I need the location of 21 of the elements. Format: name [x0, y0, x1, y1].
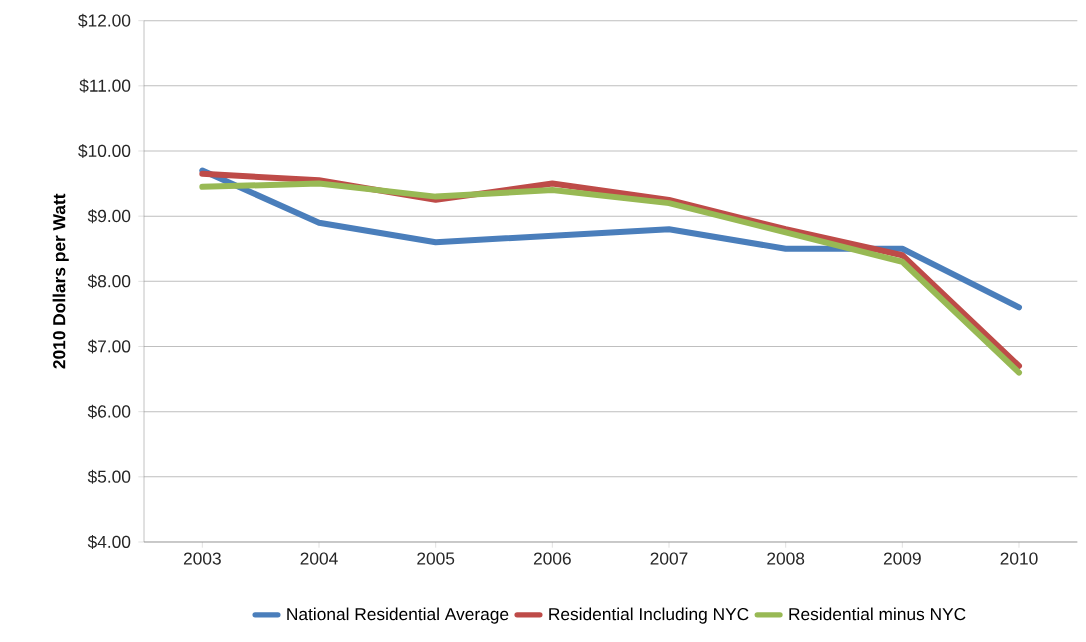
- y-tick-label: $9.00: [87, 209, 131, 224]
- legend-label: National Residential Average: [287, 607, 509, 624]
- y-tick-label: $8.00: [87, 274, 131, 289]
- y-tick-label: $10.00: [78, 143, 131, 159]
- x-tick-label: 2006: [533, 552, 571, 565]
- x-tick-label: 2009: [883, 552, 921, 565]
- x-tick-label: 2005: [417, 552, 455, 565]
- y-tick-label: $12.00: [78, 13, 131, 28]
- x-tick-label: 2004: [300, 552, 338, 565]
- legend-label: Residential Including NYC: [549, 607, 749, 624]
- y-tick-label: $5.00: [87, 469, 131, 484]
- x-tick-label: 2007: [650, 552, 688, 565]
- y-tick-label: $11.00: [79, 78, 131, 93]
- y-tick-label: $7.00: [87, 339, 131, 354]
- legend-label: Residential minus NYC: [789, 607, 966, 621]
- y-axis-title: 2010 Dollars per Watt: [52, 193, 69, 369]
- x-tick-label: 2010: [1000, 552, 1038, 565]
- y-tick-label: $6.00: [87, 404, 131, 419]
- x-tick-label: 2003: [183, 552, 221, 565]
- y-tick-label: $4.00: [87, 534, 131, 549]
- x-tick-label: 2008: [767, 552, 805, 565]
